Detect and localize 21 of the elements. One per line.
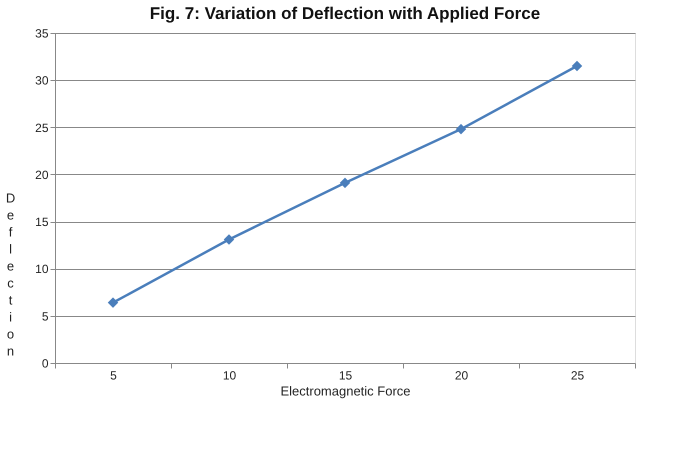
text: Deflection [6,190,16,358]
x-tick-label: 15 [338,368,352,382]
point [340,178,350,188]
y-tick-label: 35 [35,26,49,40]
y-tick-label: 20 [35,168,49,182]
chart-title: Fig. 7: Variation of Deflection with Applied Force [150,4,540,23]
point [224,234,234,245]
y-tick-label: 25 [35,120,49,135]
y-tick-label: 10 [35,262,49,276]
point [572,60,582,72]
y-tick-label: 0 [42,356,49,370]
x-tick-label: 25 [570,368,584,382]
y-tick-label: 15 [35,215,49,230]
y-tick-label: 5 [42,309,49,324]
x-tick-label: 20 [454,368,468,382]
x-axis-title: Electromagnetic Force [280,384,411,398]
point [108,297,118,308]
y-tick-label: 30 [35,74,49,88]
point [456,124,466,134]
x-tick-label: 5 [110,368,118,382]
x-tick-label: 10 [222,368,236,382]
